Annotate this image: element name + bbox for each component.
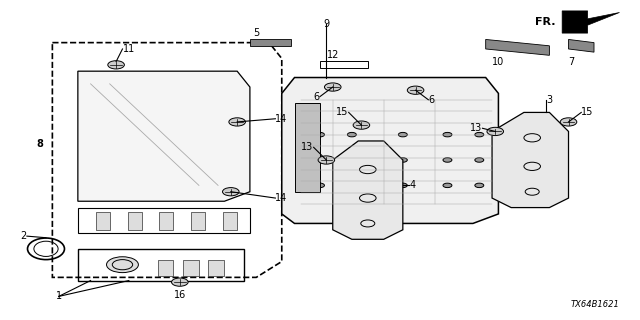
Circle shape <box>443 158 452 162</box>
Circle shape <box>316 132 324 137</box>
Circle shape <box>324 83 341 91</box>
Bar <box>223 212 237 230</box>
Circle shape <box>318 156 335 164</box>
Polygon shape <box>492 112 568 208</box>
Circle shape <box>108 61 124 69</box>
Text: 14: 14 <box>275 193 287 203</box>
Bar <box>209 260 225 276</box>
Polygon shape <box>568 39 594 52</box>
Polygon shape <box>294 103 320 192</box>
Text: 3: 3 <box>546 95 552 105</box>
Bar <box>157 260 173 276</box>
Text: 8: 8 <box>36 139 43 149</box>
Text: 16: 16 <box>173 290 186 300</box>
Text: 9: 9 <box>323 19 330 28</box>
Polygon shape <box>562 11 620 33</box>
Text: 10: 10 <box>492 57 504 67</box>
Circle shape <box>348 158 356 162</box>
Circle shape <box>172 278 188 286</box>
Circle shape <box>106 257 138 273</box>
Circle shape <box>475 158 484 162</box>
Bar <box>320 61 368 68</box>
Polygon shape <box>486 39 549 55</box>
Bar <box>127 212 141 230</box>
Circle shape <box>407 86 424 94</box>
Circle shape <box>229 118 246 126</box>
Text: 13: 13 <box>470 123 483 133</box>
Bar <box>96 212 109 230</box>
Circle shape <box>223 188 239 196</box>
Circle shape <box>475 183 484 188</box>
Text: 15: 15 <box>336 108 349 117</box>
Polygon shape <box>333 141 403 239</box>
Circle shape <box>348 183 356 188</box>
Text: 11: 11 <box>122 44 134 54</box>
Text: 6: 6 <box>314 92 320 101</box>
Text: 7: 7 <box>568 57 575 67</box>
Circle shape <box>353 121 370 129</box>
Circle shape <box>398 158 407 162</box>
Circle shape <box>487 127 504 136</box>
Circle shape <box>398 132 407 137</box>
Circle shape <box>348 132 356 137</box>
Circle shape <box>316 183 324 188</box>
Bar <box>183 260 199 276</box>
Circle shape <box>443 132 452 137</box>
Bar <box>191 212 205 230</box>
Text: 6: 6 <box>428 95 435 105</box>
Circle shape <box>560 118 577 126</box>
Circle shape <box>475 132 484 137</box>
Circle shape <box>316 158 324 162</box>
Text: TX64B1621: TX64B1621 <box>571 300 620 309</box>
Text: 15: 15 <box>581 108 594 117</box>
Text: 5: 5 <box>253 28 259 38</box>
Polygon shape <box>78 71 250 201</box>
Text: 1: 1 <box>56 292 62 301</box>
Text: 13: 13 <box>301 142 314 152</box>
Text: 12: 12 <box>326 50 339 60</box>
Text: 4: 4 <box>409 180 415 190</box>
Bar <box>159 212 173 230</box>
Text: 2: 2 <box>20 231 27 241</box>
Text: 14: 14 <box>275 114 287 124</box>
Text: FR.: FR. <box>535 17 556 27</box>
Bar <box>250 39 291 46</box>
Circle shape <box>398 183 407 188</box>
Polygon shape <box>282 77 499 223</box>
Circle shape <box>443 183 452 188</box>
